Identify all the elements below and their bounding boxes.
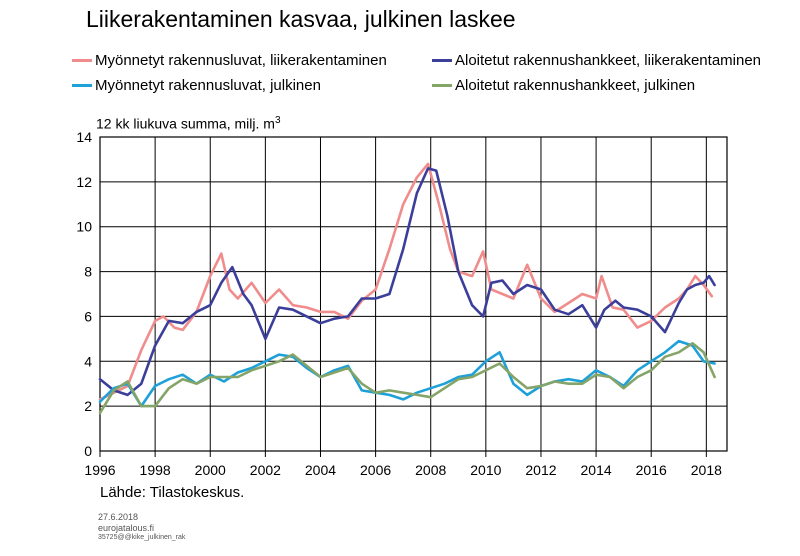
- legend-item-2: Aloitetut rakennushankkeet, liikerakenta…: [432, 52, 761, 69]
- y-axis-label-text: 12 kk liukuva summa, milj. m: [96, 115, 275, 132]
- legend-item-4: Aloitetut rakennushankkeet, julkinen: [432, 77, 695, 94]
- y-tick-label: 6: [84, 308, 92, 324]
- x-tick-label: 2016: [636, 462, 667, 478]
- legend-swatch-3: [72, 84, 92, 87]
- legend-label-1: Myönnetyt rakennusluvat, liikerakentamin…: [95, 52, 387, 69]
- legend-swatch-4: [432, 84, 452, 87]
- legend-swatch-1: [72, 59, 92, 62]
- x-tick-label: 2004: [305, 462, 336, 478]
- legend-label-2: Aloitetut rakennushankkeet, liikerakenta…: [455, 52, 762, 69]
- x-tick-label: 2014: [581, 462, 612, 478]
- x-tick-label: 2018: [691, 462, 722, 478]
- legend-swatch-2: [432, 59, 452, 62]
- y-tick-label: 10: [76, 219, 92, 235]
- series-line-2: [98, 167, 716, 397]
- footer-site: eurojatalous.fi: [98, 523, 155, 533]
- chart-title: Liikerakentaminen kasvaa, julkinen laske…: [86, 6, 516, 32]
- series-line-4: [98, 341, 716, 415]
- x-tick-label: 2006: [360, 462, 391, 478]
- y-tick-label: 8: [84, 264, 92, 280]
- source-note: Lähde: Tilastokeskus.: [100, 484, 245, 501]
- y-axis-label-sup: 3: [274, 115, 281, 126]
- plot-frame: [99, 136, 728, 452]
- legend-item-1: Myönnetyt rakennusluvat, liikerakentamin…: [72, 52, 387, 69]
- series-line-1: [98, 162, 714, 401]
- y-tick-label: 4: [84, 353, 92, 369]
- x-tick-label: 1998: [140, 462, 171, 478]
- footer-date: 27.6.2018: [98, 512, 139, 522]
- legend-item-3: Myönnetyt rakennusluvat, julkinen: [72, 77, 321, 94]
- legend-label-4: Aloitetut rakennushankkeet, julkinen: [455, 77, 696, 94]
- x-tick-label: 2008: [415, 462, 446, 478]
- x-tick-label: 2012: [525, 462, 556, 478]
- x-tick-label: 2010: [470, 462, 501, 478]
- y-axis-label: 12 kk liukuva summa, milj. m3: [96, 115, 281, 132]
- x-tick-label: 1996: [84, 462, 115, 478]
- series-line-3: [98, 339, 716, 408]
- legend-label-3: Myönnetyt rakennusluvat, julkinen: [95, 77, 321, 94]
- y-tick-label: 14: [76, 129, 92, 145]
- x-tick-label: 2000: [195, 462, 226, 478]
- footer-code: 35725@@kike_julkinen_rak: [98, 534, 186, 541]
- x-tick-label: 2002: [250, 462, 281, 478]
- y-tick-label: 0: [84, 443, 92, 459]
- y-tick-label: 2: [84, 398, 92, 414]
- y-tick-label: 12: [76, 174, 92, 190]
